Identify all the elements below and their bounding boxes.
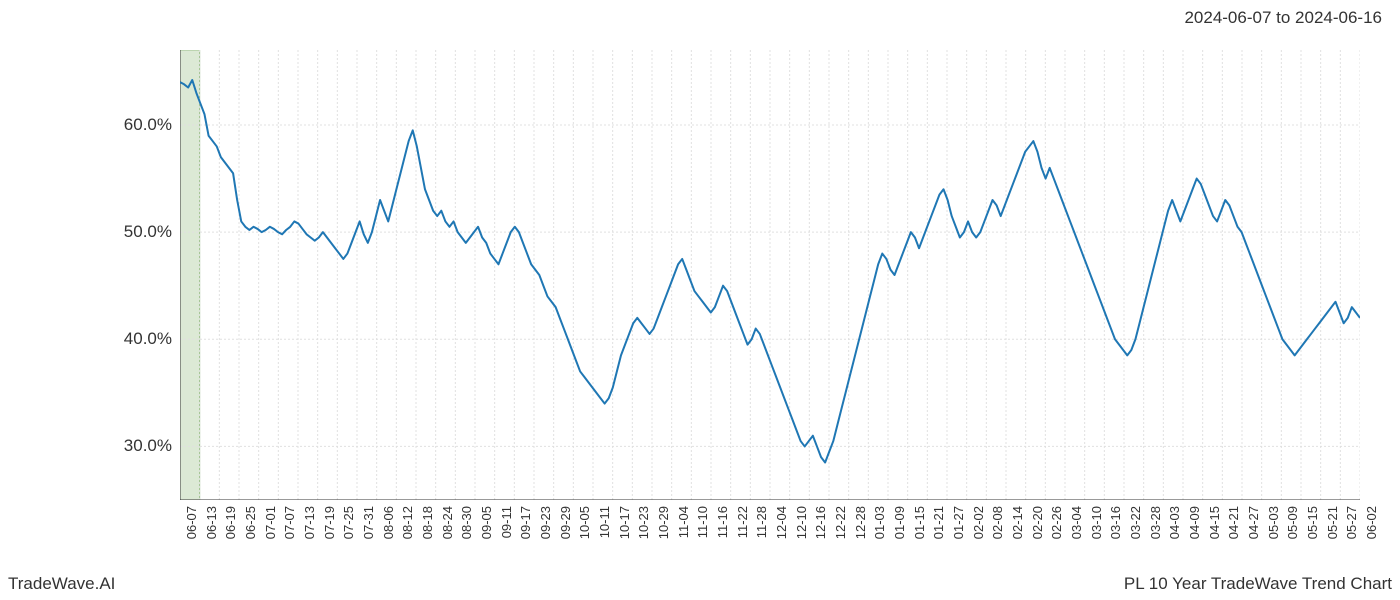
x-tick-label: 09-17 <box>518 506 533 539</box>
x-tick-label: 10-29 <box>656 506 671 539</box>
x-tick-label: 07-31 <box>361 506 376 539</box>
x-tick-label: 09-29 <box>558 506 573 539</box>
x-tick-label: 06-07 <box>184 506 199 539</box>
x-tick-label: 12-28 <box>853 506 868 539</box>
x-tick-label: 09-11 <box>499 506 514 538</box>
x-tick-label: 03-16 <box>1108 506 1123 539</box>
x-tick-label: 10-11 <box>597 506 612 538</box>
x-tick-label: 08-24 <box>440 506 455 539</box>
x-tick-label: 04-27 <box>1246 506 1261 539</box>
x-tick-label: 03-04 <box>1069 506 1084 539</box>
x-tick-label: 02-14 <box>1010 506 1025 539</box>
x-tick-label: 04-21 <box>1226 506 1241 539</box>
x-tick-label: 04-03 <box>1167 506 1182 539</box>
y-tick-label: 40.0% <box>124 329 172 349</box>
x-tick-label: 05-27 <box>1344 506 1359 539</box>
x-tick-label: 01-09 <box>892 506 907 539</box>
trend-chart <box>180 50 1360 500</box>
x-tick-label: 11-22 <box>735 506 750 538</box>
x-tick-label: 03-10 <box>1089 506 1104 539</box>
x-tick-label: 11-16 <box>715 506 730 538</box>
x-tick-label: 04-09 <box>1187 506 1202 539</box>
x-tick-label: 04-15 <box>1207 506 1222 539</box>
x-tick-label: 05-21 <box>1325 506 1340 539</box>
x-tick-label: 01-15 <box>912 506 927 539</box>
x-tick-label: 06-02 <box>1364 506 1379 539</box>
x-tick-label: 02-02 <box>971 506 986 539</box>
x-tick-label: 09-23 <box>538 506 553 539</box>
footer-brand: TradeWave.AI <box>8 574 115 594</box>
x-tick-label: 07-13 <box>302 506 317 539</box>
x-tick-label: 10-17 <box>617 506 632 539</box>
x-tick-label: 07-25 <box>341 506 356 539</box>
x-tick-label: 05-03 <box>1266 506 1281 539</box>
x-tick-label: 10-23 <box>636 506 651 539</box>
x-tick-label: 12-16 <box>813 506 828 539</box>
x-tick-label: 12-22 <box>833 506 848 539</box>
x-tick-label: 08-12 <box>400 506 415 539</box>
x-tick-label: 01-21 <box>931 506 946 539</box>
x-tick-label: 11-10 <box>695 506 710 538</box>
x-tick-label: 07-07 <box>282 506 297 539</box>
x-tick-label: 08-30 <box>459 506 474 539</box>
x-tick-label: 07-19 <box>322 506 337 539</box>
x-tick-label: 05-15 <box>1305 506 1320 539</box>
date-range-label: 2024-06-07 to 2024-06-16 <box>1184 8 1382 28</box>
x-tick-label: 06-19 <box>223 506 238 539</box>
x-tick-label: 06-13 <box>204 506 219 539</box>
x-tick-label: 08-06 <box>381 506 396 539</box>
x-tick-label: 02-26 <box>1049 506 1064 539</box>
x-tick-label: 05-09 <box>1285 506 1300 539</box>
x-tick-label: 07-01 <box>263 506 278 539</box>
y-tick-label: 30.0% <box>124 436 172 456</box>
footer-chart-title: PL 10 Year TradeWave Trend Chart <box>1124 574 1392 594</box>
x-tick-label: 06-25 <box>243 506 258 539</box>
x-tick-label: 02-08 <box>990 506 1005 539</box>
x-tick-label: 12-10 <box>794 506 809 539</box>
y-tick-label: 50.0% <box>124 222 172 242</box>
x-tick-label: 02-20 <box>1030 506 1045 539</box>
x-tick-label: 03-28 <box>1148 506 1163 539</box>
y-tick-label: 60.0% <box>124 115 172 135</box>
chart-svg <box>180 50 1360 500</box>
x-tick-label: 11-28 <box>754 506 769 538</box>
x-tick-label: 08-18 <box>420 506 435 539</box>
x-tick-label: 10-05 <box>577 506 592 539</box>
x-tick-label: 03-22 <box>1128 506 1143 539</box>
x-tick-label: 11-04 <box>676 506 691 538</box>
x-tick-label: 01-03 <box>872 506 887 539</box>
x-tick-label: 12-04 <box>774 506 789 539</box>
x-tick-label: 01-27 <box>951 506 966 539</box>
x-tick-label: 09-05 <box>479 506 494 539</box>
